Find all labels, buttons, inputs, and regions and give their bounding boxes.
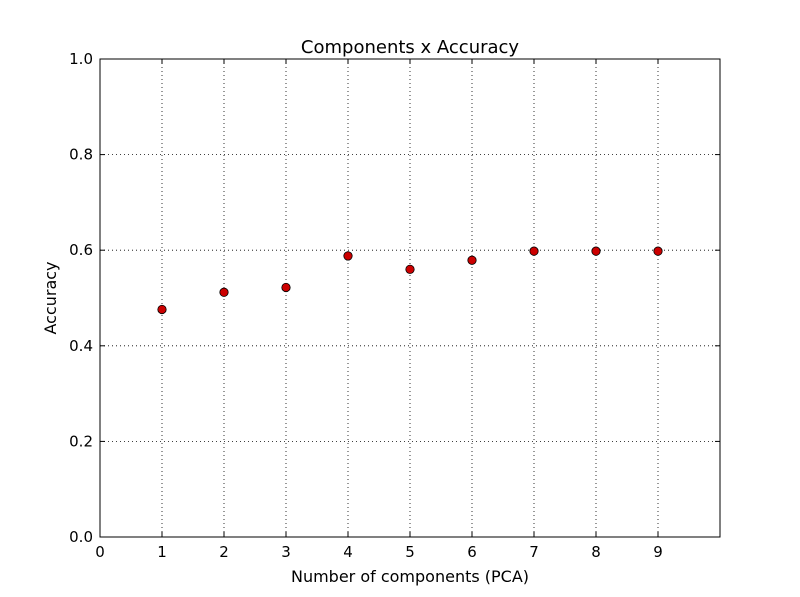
x-axis-label: Number of components (PCA) bbox=[291, 567, 529, 586]
x-tick-label: 1 bbox=[157, 543, 167, 561]
data-point bbox=[529, 246, 539, 256]
x-tick-label: 8 bbox=[591, 543, 601, 561]
chart-title: Components x Accuracy bbox=[301, 37, 520, 58]
data-point bbox=[653, 246, 663, 256]
x-tick-label: 2 bbox=[219, 543, 229, 561]
data-point bbox=[467, 255, 477, 265]
x-tick-label: 9 bbox=[653, 543, 663, 561]
ticks bbox=[99, 58, 720, 538]
x-tick-label: 5 bbox=[405, 543, 415, 561]
data-point bbox=[157, 304, 167, 315]
x-tick-label: 3 bbox=[281, 543, 291, 561]
data-point bbox=[219, 287, 229, 297]
data-points bbox=[157, 246, 663, 315]
x-tick-label: 4 bbox=[343, 543, 353, 561]
x-tick-label: 7 bbox=[529, 543, 539, 561]
y-tick-label: 0.0 bbox=[69, 528, 93, 546]
y-tick-label: 0.6 bbox=[69, 241, 93, 259]
y-axis-label: Accuracy bbox=[41, 261, 60, 334]
x-tick-label: 6 bbox=[467, 543, 477, 561]
x-tick-label: 0 bbox=[95, 543, 105, 561]
y-tick-label: 0.8 bbox=[69, 146, 93, 164]
plot-frame bbox=[99, 58, 721, 538]
data-point bbox=[591, 246, 601, 256]
data-point bbox=[405, 264, 415, 274]
y-tick-label: 0.4 bbox=[69, 337, 93, 355]
tick-labels: 0 1 2 3 4 5 6 7 8 9 0.0 0.2 0.4 0.6 0.8 1.0 bbox=[69, 50, 663, 561]
data-point bbox=[281, 282, 291, 293]
y-tick-label: 1.0 bbox=[69, 50, 93, 68]
grid bbox=[100, 59, 720, 537]
y-tick-label: 0.2 bbox=[69, 432, 93, 450]
data-point bbox=[343, 251, 353, 261]
